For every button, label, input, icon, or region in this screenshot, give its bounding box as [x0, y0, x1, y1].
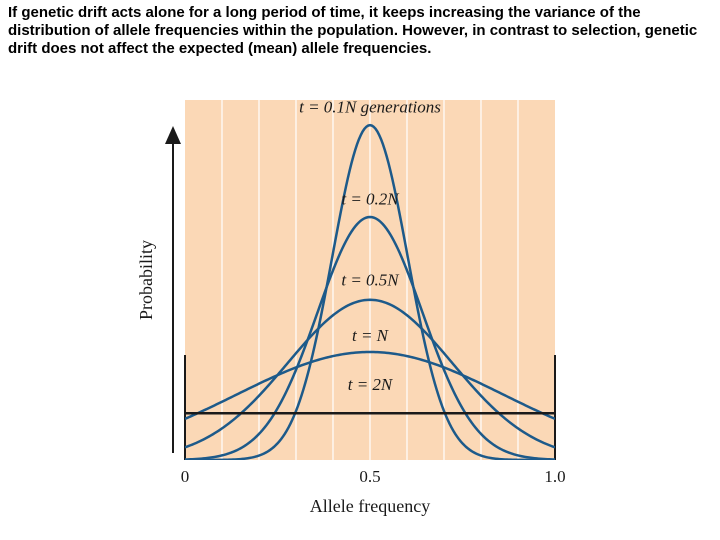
series-line-0 [185, 123, 555, 460]
x-axis-label: Allele frequency [310, 496, 430, 516]
series-line-3 [185, 350, 555, 420]
x-tick-label-0: 0 [181, 467, 190, 486]
series-label-0: t = 0.1N generations [299, 98, 441, 117]
x-tick-label-1: 0.5 [359, 467, 380, 486]
series-label-1: t = 0.2N [341, 189, 400, 208]
caption: If genetic drift acts alone for a long p… [8, 4, 698, 57]
series-line-1 [185, 215, 555, 460]
series-line-2 [185, 298, 555, 449]
series-labels: t = 0.1N generations t = 0.2N t = 0.5N t = … [299, 98, 441, 394]
x-tick-labels: 0 0.5 1.0 [181, 467, 566, 486]
gridlines [221, 100, 519, 460]
series-label-2: t = 0.5N [341, 270, 400, 289]
series-label-4: t = 2N [348, 375, 394, 394]
series-label-3: t = N [352, 326, 390, 345]
y-axis-label: Probability [136, 240, 156, 320]
x-tick-label-2: 1.0 [544, 467, 565, 486]
series-lines [185, 123, 555, 460]
